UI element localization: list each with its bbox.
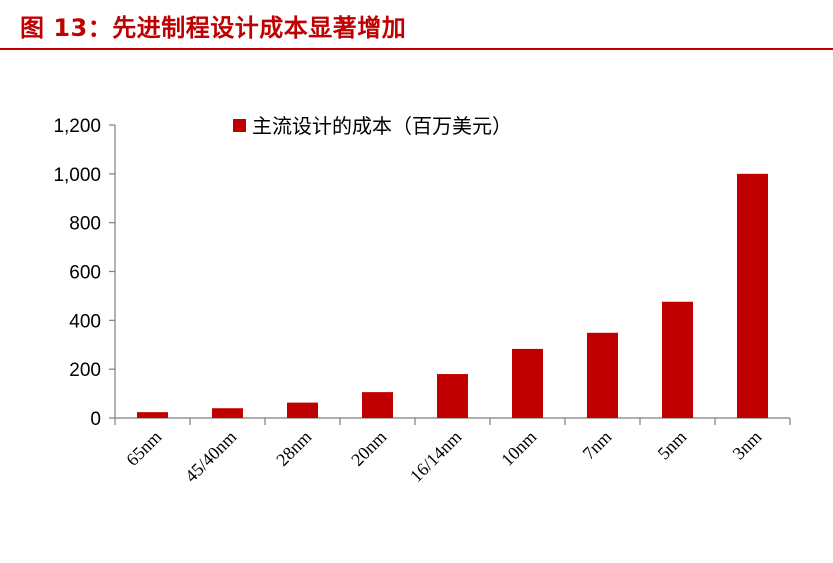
- figure-title: 图 13：先进制程设计成本显著增加: [20, 14, 407, 42]
- y-tick-label: 0: [90, 409, 101, 430]
- y-tick-label: 200: [69, 360, 101, 381]
- x-tick-labels: 65nm 45/40nm 28nm 20nm 16/14nm 10nm 7nm 5nm 3nm: [122, 427, 765, 486]
- bar: [437, 374, 468, 418]
- x-tick-label: 10nm: [497, 427, 540, 470]
- bar: [662, 301, 693, 418]
- y-tick-labels: 0 200 400 600 800 1,000 1,200: [53, 116, 101, 430]
- chart-bars: [137, 173, 768, 418]
- x-tick-label: 28nm: [272, 427, 315, 470]
- x-tick-label: 7nm: [579, 427, 616, 464]
- bar: [362, 392, 393, 418]
- y-tick-label: 600: [69, 263, 101, 284]
- y-tick-label: 800: [69, 214, 101, 235]
- bar: [137, 412, 168, 418]
- y-tick-label: 1,000: [53, 165, 101, 186]
- bar: [587, 332, 618, 418]
- legend-swatch: [233, 119, 246, 132]
- title-bar: 图 13：先进制程设计成本显著增加: [0, 0, 833, 50]
- chart-legend: 主流设计的成本（百万美元）: [233, 114, 512, 138]
- bar: [737, 173, 768, 418]
- bar: [212, 408, 243, 418]
- x-tick-label: 45/40nm: [181, 427, 240, 486]
- x-tick-label: 5nm: [654, 427, 691, 464]
- x-tick-label: 20nm: [347, 427, 390, 470]
- bar: [287, 402, 318, 418]
- legend-label: 主流设计的成本（百万美元）: [252, 114, 512, 138]
- y-tick-label: 1,200: [53, 116, 101, 137]
- x-tick-label: 65nm: [122, 427, 165, 470]
- y-tick-label: 400: [69, 311, 101, 332]
- bar: [512, 348, 543, 418]
- x-tick-label: 3nm: [729, 427, 766, 464]
- x-tick-label: 16/14nm: [406, 427, 465, 486]
